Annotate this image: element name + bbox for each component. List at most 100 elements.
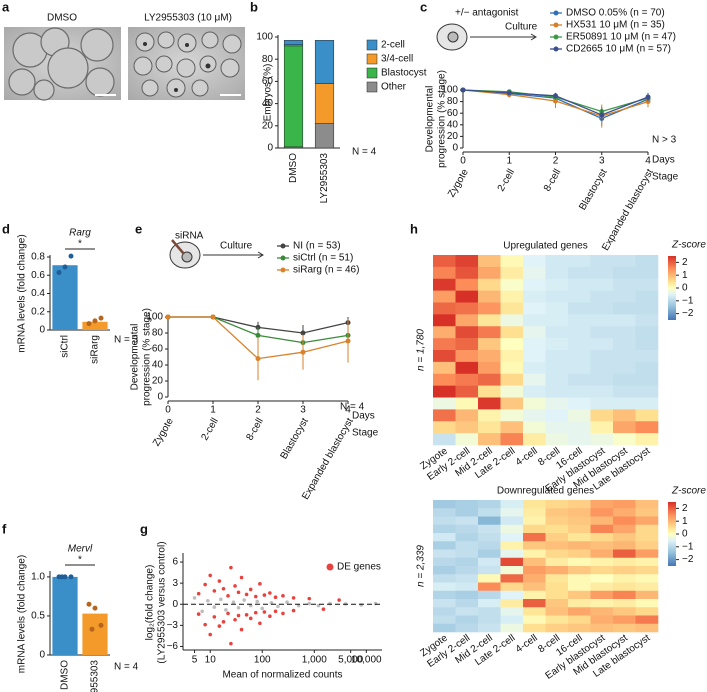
- schematic-label: siRNA: [175, 231, 204, 242]
- heatmap-cell: [433, 255, 456, 268]
- de-point: [244, 613, 249, 617]
- column-label: 4-cell: [514, 446, 540, 469]
- heatmap-cell: [523, 557, 546, 567]
- x-tick-label: 2: [255, 405, 261, 416]
- heatmap-cell: [568, 590, 591, 600]
- point: [553, 93, 558, 99]
- heatmap-cell: [545, 623, 569, 633]
- de-point: [248, 587, 253, 592]
- heatmap-cell: [455, 574, 479, 583]
- heatmap-cell: [590, 278, 614, 291]
- heatmap-cell: [455, 350, 479, 363]
- stage-label: Zygote: [151, 416, 176, 448]
- image-label: DMSO: [47, 13, 77, 24]
- heatmap-cell: [613, 615, 636, 625]
- heatmap-cell: [613, 373, 636, 386]
- annotation: N = 3: [114, 335, 139, 346]
- point: [165, 314, 171, 320]
- heatmap-cell: [500, 623, 524, 633]
- heatmap-cell: [545, 607, 569, 616]
- heatmap-cell: [590, 566, 614, 575]
- heatmap-cell: [613, 607, 636, 616]
- heatmap-cell: [568, 566, 591, 575]
- x-tick-label: 100: [254, 655, 271, 666]
- bar: [82, 321, 108, 330]
- y-axis-title: (LY2955303 versus control): [157, 541, 168, 663]
- background-point: [269, 601, 274, 605]
- de-point: [281, 594, 285, 598]
- heatmap-cell: [635, 541, 659, 550]
- heatmap-cell: [500, 566, 524, 575]
- heatmap-cell: [613, 314, 636, 327]
- heatmap-cell: [568, 302, 591, 315]
- heatmap-cell: [568, 433, 591, 446]
- heatmap-cell: [433, 574, 456, 583]
- heatmap-cell: [478, 607, 501, 616]
- replicate-point: [86, 321, 92, 327]
- heatmap-cell: [568, 582, 591, 592]
- heatmap-cell: [455, 373, 479, 386]
- y-tick-label: 100: [256, 32, 273, 43]
- de-point: [239, 575, 244, 580]
- heatmap-cell: [590, 373, 614, 386]
- de-point: [268, 591, 272, 595]
- stage-label: Blastocyst: [279, 416, 311, 461]
- heatmap-cell: [568, 599, 591, 608]
- heatmap-cell: [613, 500, 636, 509]
- heatmap-cell: [478, 397, 501, 410]
- x-tick-label: 2: [553, 156, 559, 167]
- heatmap-cell: [613, 599, 636, 608]
- replicate-point: [98, 315, 104, 321]
- legend-marker: [553, 34, 559, 40]
- heatmap-cell: [545, 302, 569, 315]
- heatmap-cell: [455, 582, 479, 592]
- y-tick-label: 0: [39, 325, 45, 336]
- colorbar-tick-label: 0: [682, 529, 688, 540]
- heatmap-cell: [433, 599, 456, 608]
- heatmap-cell: [500, 350, 524, 363]
- de-point: [236, 590, 241, 595]
- panel-label: a: [2, 0, 10, 14]
- heatmap-cell: [545, 582, 569, 592]
- y-tick-label: 20: [262, 120, 274, 131]
- annotation: N = 4: [340, 402, 365, 413]
- de-point: [233, 584, 237, 588]
- background-point: [231, 600, 236, 604]
- point: [553, 98, 558, 104]
- heatmap-cell: [545, 541, 569, 550]
- replicate-point: [89, 626, 95, 632]
- stage-label: 2-cell: [199, 416, 220, 442]
- legend-marker: [280, 267, 286, 273]
- heatmap-cell: [523, 266, 546, 280]
- legend-label: HX531 10 μM (n = 35): [566, 20, 665, 31]
- heatmap-cell: [523, 508, 546, 517]
- heatmap-cell: [455, 500, 479, 509]
- heatmap-cell: [523, 607, 546, 616]
- heatmap-cell: [500, 409, 524, 422]
- background-point: [359, 603, 364, 607]
- heatmap-cell: [545, 574, 569, 583]
- heatmap-cell: [568, 397, 591, 410]
- y-tick-label: 0: [157, 392, 163, 403]
- heatmap-cell: [433, 350, 456, 363]
- heatmap-cell: [613, 397, 636, 410]
- heatmap-cell: [590, 409, 614, 422]
- heatmap-cell: [568, 533, 591, 542]
- y-axis-title: progression (% stage): [142, 308, 153, 406]
- heatmap-cell: [635, 326, 659, 339]
- de-point: [208, 632, 213, 637]
- point: [255, 356, 261, 362]
- replicate-point: [68, 574, 74, 580]
- heatmap-cell: [433, 533, 456, 542]
- heatmap-cell: [590, 255, 614, 268]
- de-point: [226, 594, 230, 598]
- de-point: [229, 641, 233, 646]
- heatmap-cell: [545, 508, 569, 517]
- heatmap-cell: [478, 508, 501, 517]
- point: [599, 112, 605, 118]
- heatmap-cell: [635, 508, 659, 517]
- de-point: [229, 565, 233, 570]
- heatmap-cell: [613, 255, 636, 268]
- heatmap-cell: [433, 397, 456, 410]
